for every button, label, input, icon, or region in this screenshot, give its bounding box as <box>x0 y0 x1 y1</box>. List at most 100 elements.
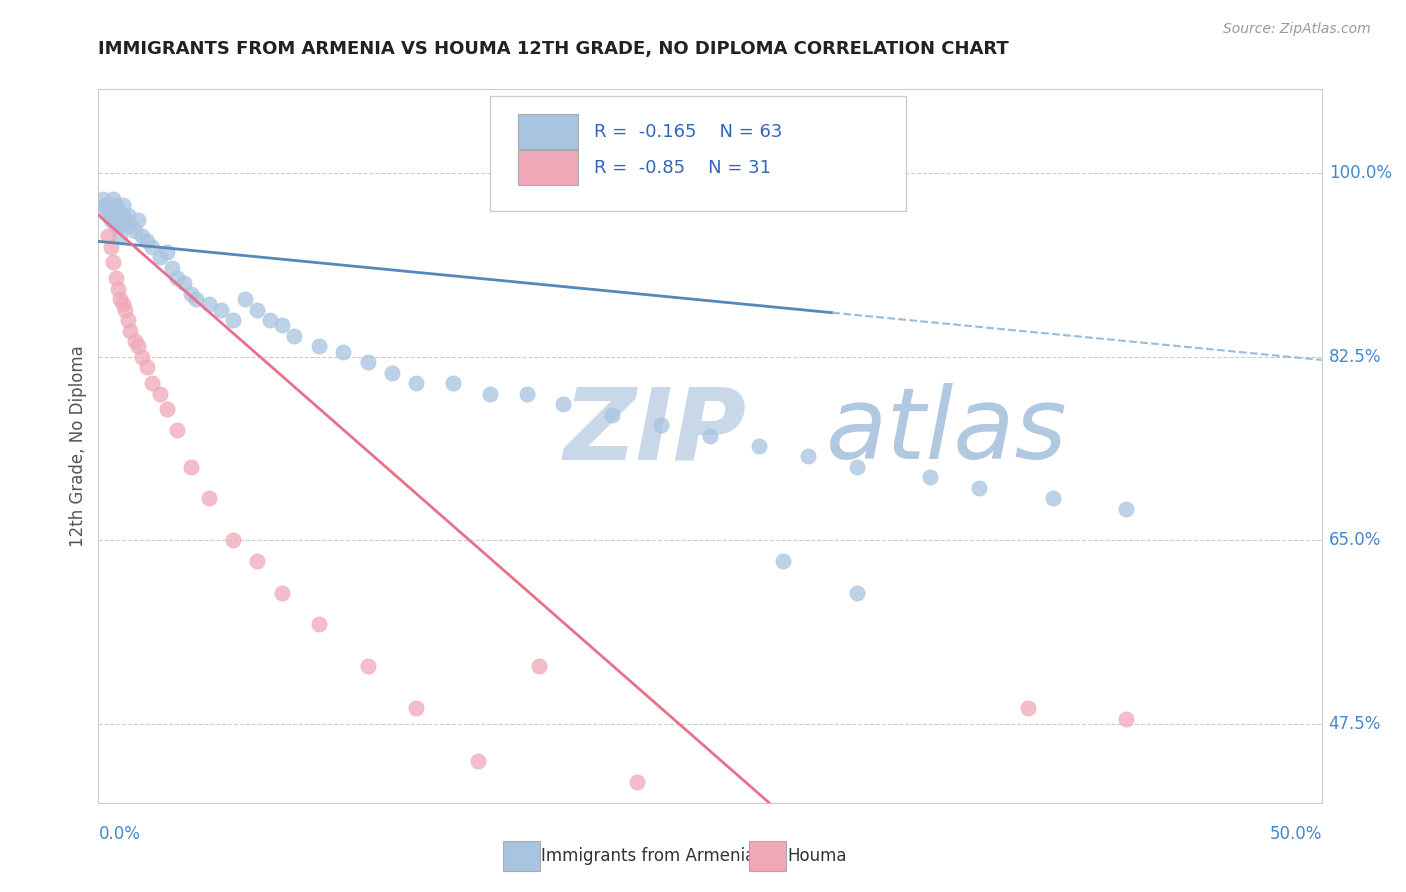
Point <box>515 386 537 401</box>
Point <box>117 313 139 327</box>
Point <box>699 428 721 442</box>
Point <box>120 324 142 338</box>
Point <box>797 450 820 464</box>
Text: ZIP: ZIP <box>564 384 747 480</box>
Text: R =  -0.85    N = 31: R = -0.85 N = 31 <box>593 159 770 177</box>
Text: Immigrants from Armenia: Immigrants from Armenia <box>541 847 755 865</box>
Point <box>441 376 464 390</box>
Point <box>107 213 129 227</box>
Point <box>246 302 269 317</box>
Point <box>356 355 378 369</box>
Point <box>141 376 163 390</box>
Text: atlas: atlas <box>827 384 1069 480</box>
Point <box>100 213 122 227</box>
Point <box>467 754 489 768</box>
Point <box>180 460 202 475</box>
Point <box>104 219 127 233</box>
Point <box>117 208 139 222</box>
Point <box>100 197 122 211</box>
Point <box>97 208 120 222</box>
Point <box>111 208 134 222</box>
Point <box>141 239 163 253</box>
Point <box>114 302 136 317</box>
Point <box>94 202 117 217</box>
Point <box>149 250 172 264</box>
FancyBboxPatch shape <box>489 96 905 211</box>
Point <box>1042 491 1064 506</box>
Point <box>111 197 134 211</box>
Point <box>173 277 195 291</box>
Text: 0.0%: 0.0% <box>98 825 141 843</box>
Point <box>772 554 794 568</box>
Point <box>110 229 132 244</box>
Point <box>197 491 219 506</box>
Point <box>104 271 127 285</box>
Point <box>131 350 153 364</box>
Point <box>94 197 117 211</box>
Point <box>114 213 136 227</box>
Point <box>131 229 153 244</box>
Point <box>209 302 232 317</box>
Point <box>127 213 149 227</box>
Text: 47.5%: 47.5% <box>1329 715 1381 733</box>
Point <box>186 292 208 306</box>
Point <box>100 208 122 222</box>
Point <box>101 255 124 269</box>
Point <box>259 313 281 327</box>
Point <box>270 586 294 600</box>
Point <box>246 554 269 568</box>
Point <box>124 334 146 348</box>
Point <box>527 659 550 673</box>
FancyBboxPatch shape <box>517 150 578 185</box>
Point <box>197 297 219 311</box>
Text: 100.0%: 100.0% <box>1329 164 1392 182</box>
Point <box>180 286 202 301</box>
Point <box>149 386 172 401</box>
Point <box>136 360 159 375</box>
Point <box>136 235 159 249</box>
Text: R =  -0.165    N = 63: R = -0.165 N = 63 <box>593 123 782 141</box>
Point <box>166 423 188 437</box>
FancyBboxPatch shape <box>517 114 578 149</box>
Point <box>107 202 129 217</box>
Point <box>405 376 427 390</box>
Point <box>107 282 129 296</box>
Point <box>110 219 132 233</box>
Point <box>91 193 114 207</box>
Text: 65.0%: 65.0% <box>1329 532 1381 549</box>
Point <box>110 292 132 306</box>
Point <box>97 229 120 244</box>
Point <box>1115 502 1137 516</box>
Point <box>405 701 427 715</box>
Text: 50.0%: 50.0% <box>1270 825 1322 843</box>
Point <box>1017 701 1039 715</box>
Point <box>270 318 294 333</box>
Point <box>101 202 124 217</box>
Text: 82.5%: 82.5% <box>1329 348 1381 366</box>
Point <box>233 292 256 306</box>
Point <box>222 313 245 327</box>
Point <box>127 339 149 353</box>
Point <box>120 219 142 233</box>
Point <box>626 774 648 789</box>
Point <box>101 193 124 207</box>
Point <box>160 260 183 275</box>
Y-axis label: 12th Grade, No Diploma: 12th Grade, No Diploma <box>69 345 87 547</box>
Point <box>332 344 354 359</box>
Point <box>156 402 179 417</box>
Point <box>156 244 179 259</box>
Point <box>845 586 868 600</box>
Point <box>553 397 575 411</box>
Point <box>650 417 672 432</box>
Point <box>920 470 942 484</box>
Text: Houma: Houma <box>787 847 846 865</box>
Point <box>100 239 122 253</box>
Point <box>967 481 990 495</box>
Text: Source: ZipAtlas.com: Source: ZipAtlas.com <box>1223 22 1371 37</box>
Point <box>111 297 134 311</box>
Point <box>748 439 770 453</box>
Point <box>283 328 305 343</box>
Point <box>222 533 245 548</box>
Point <box>1115 712 1137 726</box>
Point <box>600 408 623 422</box>
